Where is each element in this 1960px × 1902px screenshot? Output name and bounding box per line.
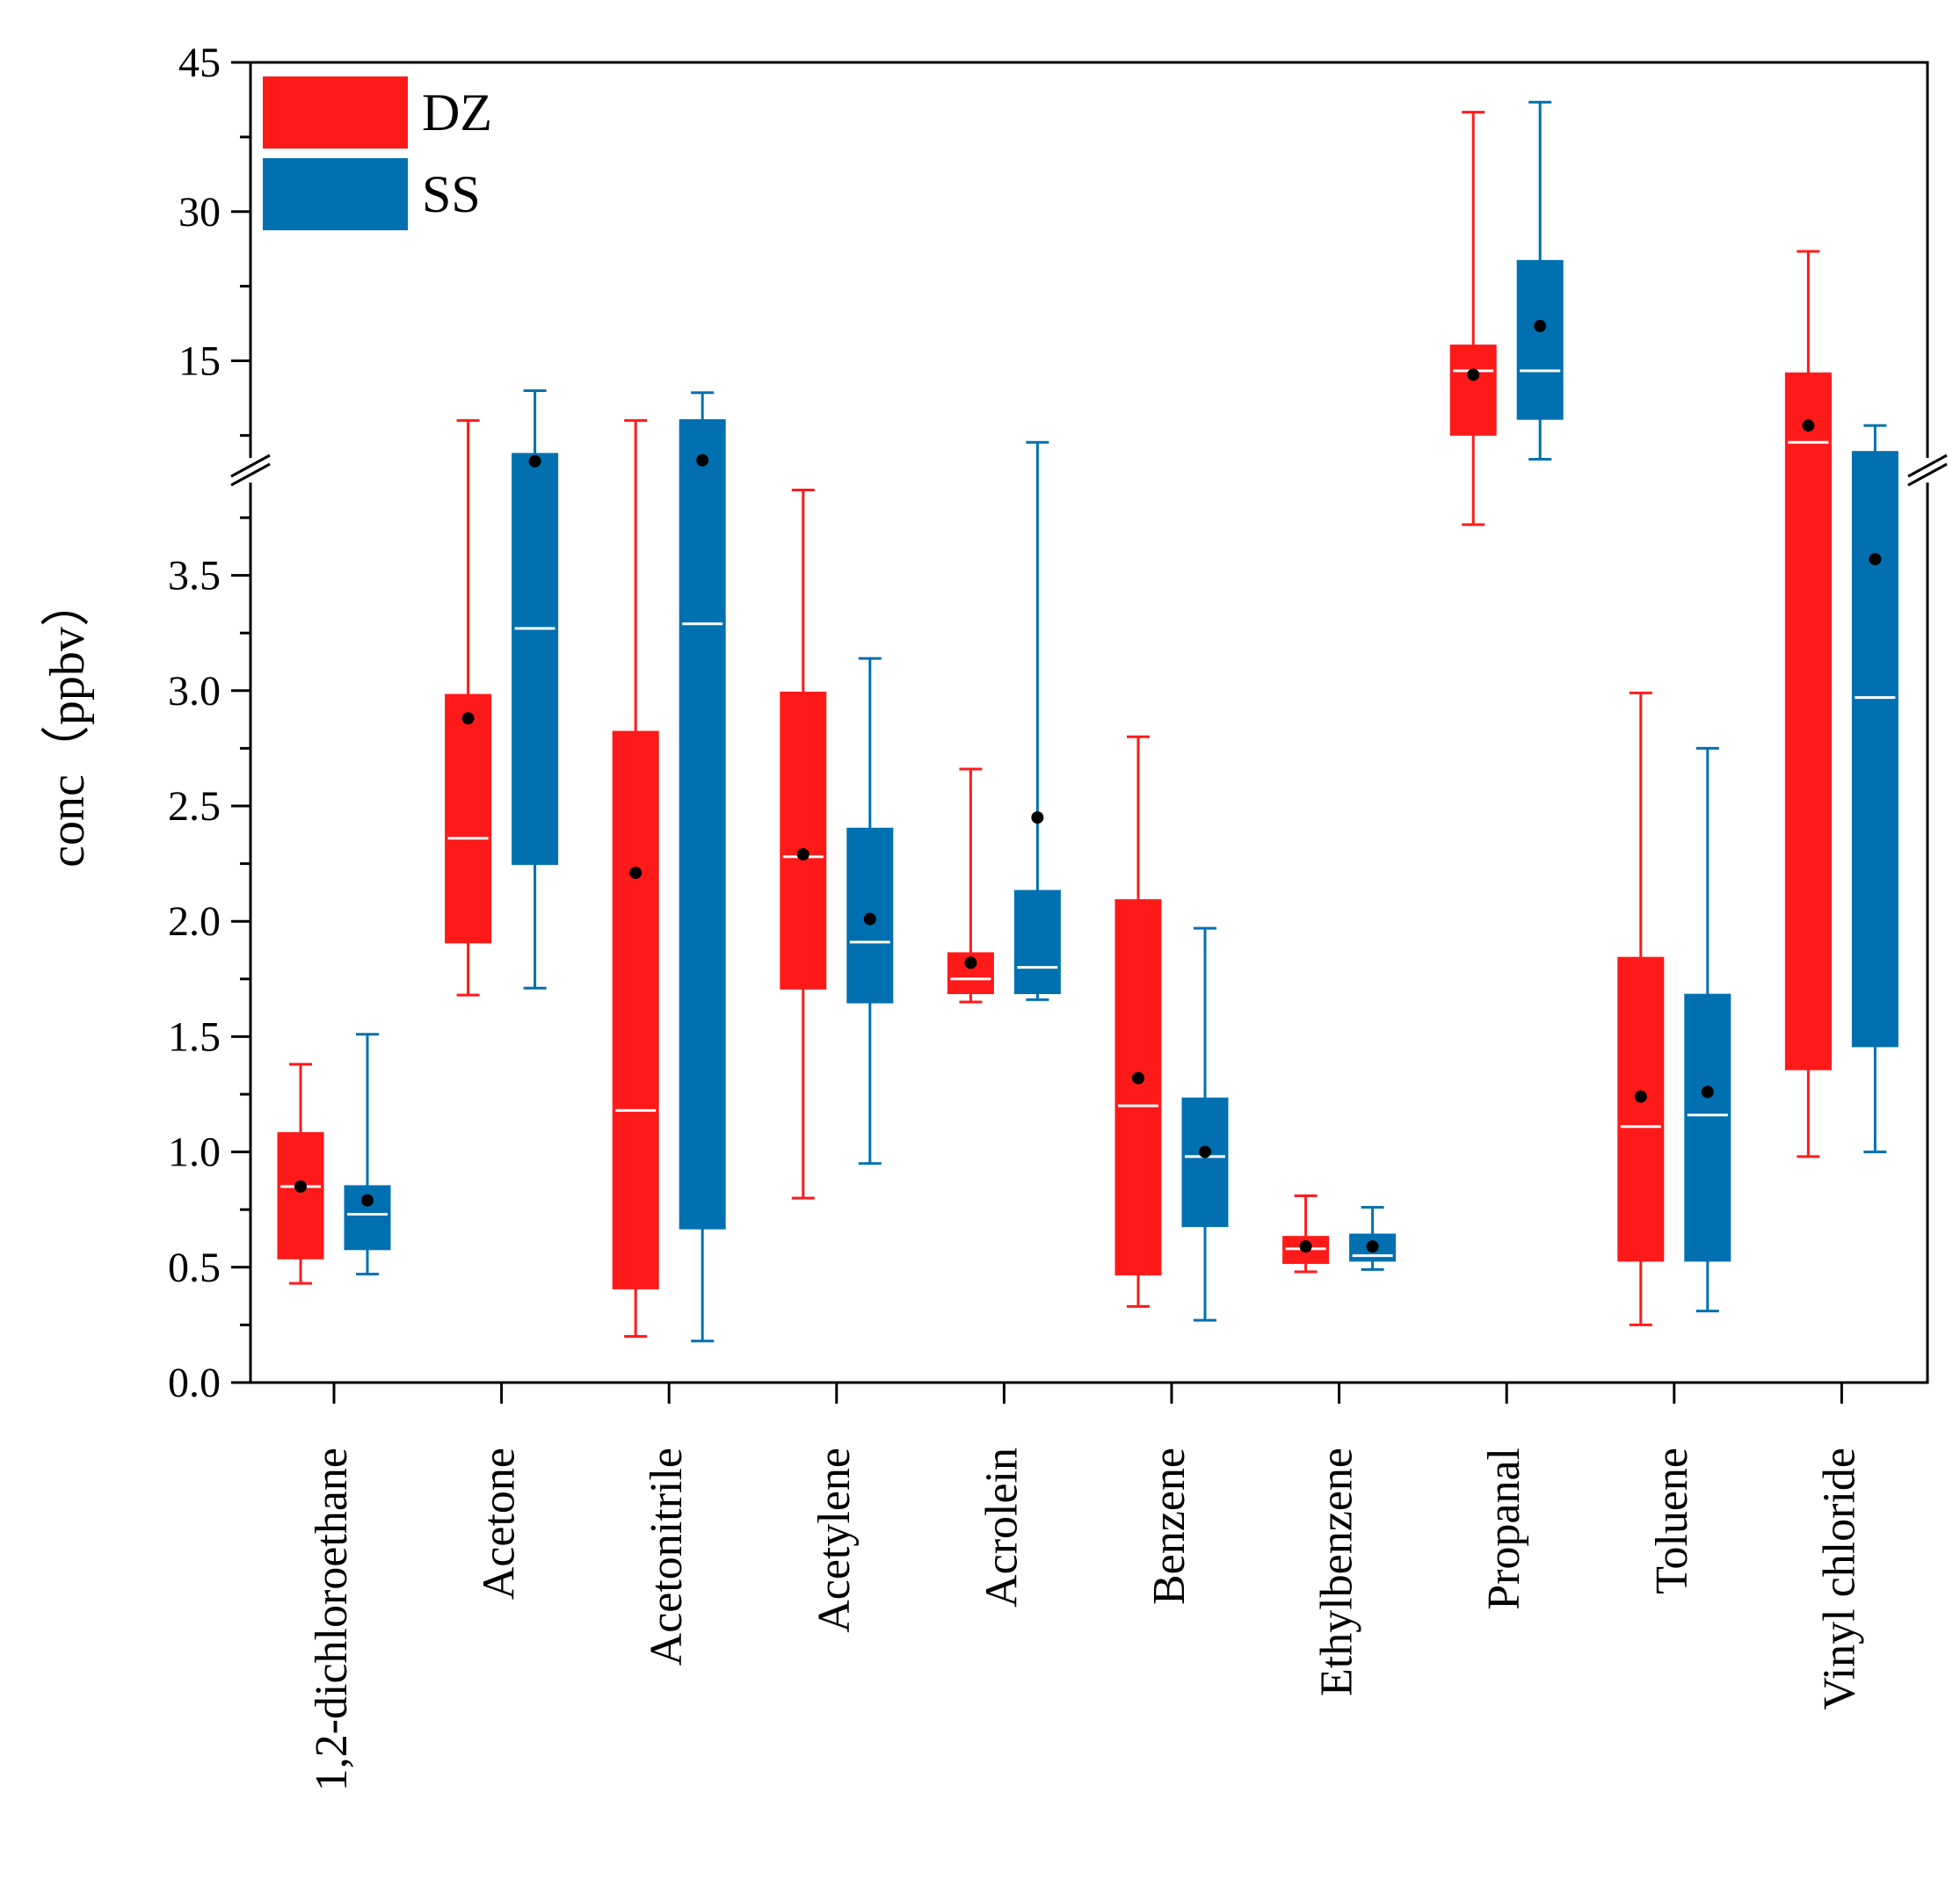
mean-point	[696, 454, 709, 467]
y-tick-label: 45	[178, 40, 221, 86]
x-tick-label-toluene: Toluene	[1647, 1448, 1697, 1594]
legend-label-ss: SS	[422, 165, 481, 223]
mean-point	[1366, 1240, 1379, 1253]
mean-point	[1634, 1090, 1647, 1103]
y-tick-label: 0.0	[168, 1360, 221, 1406]
box-iqr	[1851, 451, 1898, 1048]
box-iqr	[1449, 345, 1497, 436]
axis-break-mark-left	[230, 462, 271, 487]
mean-point	[294, 1180, 307, 1193]
box-ss-acrolein	[1013, 440, 1061, 1001]
mean-point	[361, 1194, 374, 1207]
x-tick-label-acetonitrile: Acetonitrile	[642, 1448, 692, 1666]
y-tick-label: 3.5	[168, 553, 221, 599]
box-iqr	[679, 418, 726, 1230]
plot-frame	[249, 61, 1929, 1384]
box-iqr	[1013, 889, 1061, 995]
box-dz-ethylbenzene	[1282, 1194, 1330, 1274]
mean-point	[1199, 1145, 1211, 1158]
box-dz-toluene	[1617, 691, 1665, 1326]
x-tick-label-benzene: Benzene	[1144, 1448, 1194, 1605]
x-tick-label-acrolein: Acrolein	[976, 1448, 1027, 1608]
box-iqr	[1114, 899, 1162, 1276]
box-dz-acrolein	[947, 767, 994, 1004]
mean-point	[1467, 368, 1480, 381]
box-ss-ethylbenzene	[1349, 1206, 1397, 1271]
mean-point	[528, 454, 541, 468]
box-iqr	[612, 730, 659, 1289]
box-dz-propanal	[1449, 111, 1497, 526]
mean-point	[1869, 553, 1882, 566]
mean-point	[1534, 319, 1547, 332]
y-tick-label: 0.5	[168, 1245, 221, 1291]
axis-break-mark-left	[230, 454, 271, 478]
box-group	[277, 100, 1898, 1343]
mean-point	[461, 712, 475, 725]
box-ss-toluene	[1684, 746, 1731, 1313]
box-ss-acetonitrile	[679, 391, 726, 1343]
box-dz-benzene	[1114, 735, 1162, 1308]
legend-label-dz: DZ	[422, 83, 492, 142]
box-iqr	[1784, 372, 1832, 1071]
mean-point	[1802, 419, 1815, 432]
box-dz-acetylene	[780, 489, 827, 1200]
legend-swatch-ss	[263, 158, 408, 230]
y-tick-label: 15	[178, 338, 221, 385]
box-dz-1-2-dichloroethane	[277, 1063, 324, 1285]
box-dz-vinyl-chloride	[1784, 250, 1832, 1158]
box-iqr	[1181, 1097, 1229, 1228]
box-ss-acetone	[512, 388, 559, 990]
box-dz-acetonitrile	[612, 418, 659, 1339]
y-tick-label: 3.0	[168, 668, 221, 715]
box-ss-1-2-dichloroethane	[344, 1033, 391, 1276]
mean-point	[796, 848, 809, 861]
box-iqr	[277, 1132, 324, 1260]
box-iqr	[445, 693, 492, 944]
x-tick-label-ethylbenzene: Ethylbenzene	[1312, 1448, 1362, 1696]
box-iqr	[512, 453, 559, 866]
x-tick-label-vinyl-chloride: Vinyl chloride	[1814, 1448, 1864, 1710]
axis-break-mark-right	[1907, 454, 1948, 478]
y-tick-label: 1.5	[168, 1013, 221, 1060]
axes: 0.0 0.5 1.0 1.5 2.0 2.5 3.0 3.5 15 30 45 1,2-dichlo…	[168, 40, 1948, 1791]
box-ss-vinyl-chloride	[1851, 424, 1898, 1154]
x-tick-label-1-2-dichloroethane: 1,2-dichloroethane	[307, 1448, 357, 1791]
box-iqr	[1684, 993, 1731, 1262]
x-tick-label-propanal: Propanal	[1479, 1448, 1529, 1610]
box-dz-acetone	[445, 418, 492, 997]
y-axis-label: conc（ppbv）	[40, 577, 95, 868]
mean-point	[863, 912, 876, 926]
box-ss-propanal	[1516, 100, 1564, 461]
legend: DZ SS	[263, 76, 492, 230]
axis-break-mark-right	[1907, 462, 1948, 487]
mean-point	[964, 956, 977, 969]
mean-point	[1701, 1085, 1714, 1099]
mean-point	[629, 867, 642, 880]
box-iqr	[780, 691, 827, 990]
y-tick-label: 1.0	[168, 1129, 221, 1176]
y-tick-label: 2.5	[168, 783, 221, 830]
box-ss-acetylene	[846, 657, 894, 1165]
mean-point	[1299, 1240, 1312, 1253]
box-iqr	[1516, 259, 1564, 420]
mean-point	[1031, 811, 1044, 824]
box-iqr	[1617, 956, 1665, 1262]
mean-point	[1132, 1071, 1144, 1085]
legend-swatch-dz	[263, 76, 408, 149]
y-tick-label: 2.0	[168, 898, 221, 945]
y-tick-label: 30	[178, 189, 221, 236]
x-tick-label-acetylene: Acetylene	[809, 1448, 860, 1633]
box-ss-benzene	[1181, 926, 1229, 1322]
x-tick-label-acetone: Acetone	[475, 1448, 525, 1600]
